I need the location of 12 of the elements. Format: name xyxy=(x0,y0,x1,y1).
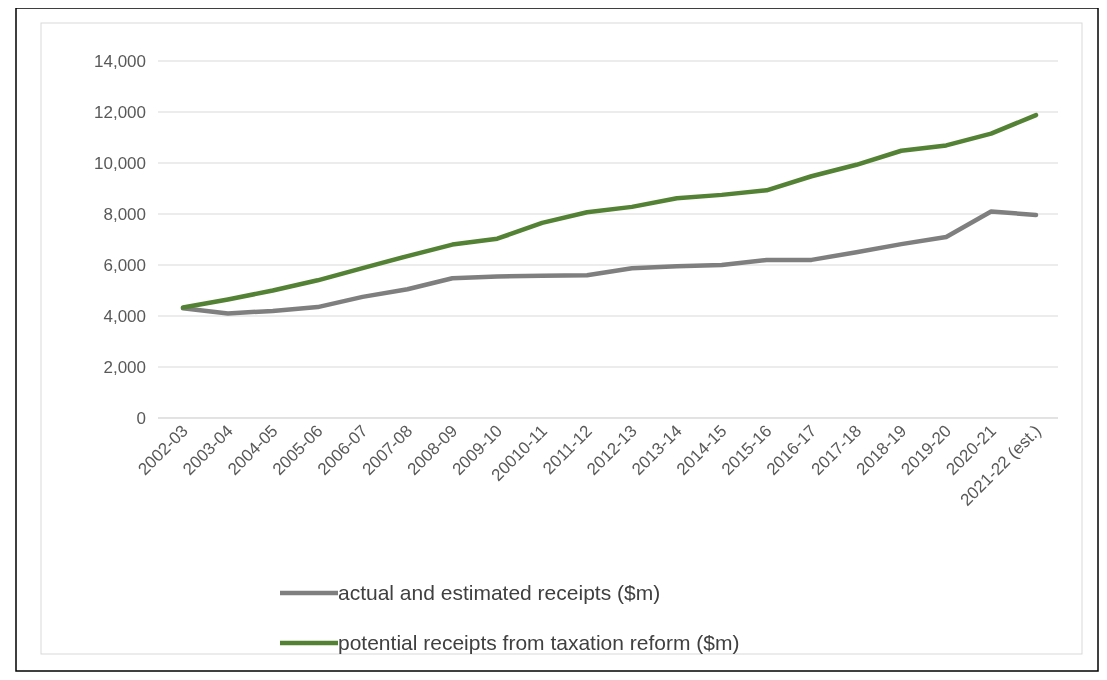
y-tick-label: 0 xyxy=(136,408,146,428)
legend-label: potential receipts from taxation reform ($m) xyxy=(338,631,740,655)
y-tick-label: 8,000 xyxy=(103,204,146,224)
y-tick-label: 6,000 xyxy=(103,255,146,275)
y-tick-label: 4,000 xyxy=(103,306,146,326)
y-tick-label: 14,000 xyxy=(94,51,146,71)
legend-label: actual and estimated receipts ($m) xyxy=(338,581,661,605)
y-tick-label: 12,000 xyxy=(94,102,146,122)
y-tick-label: 2,000 xyxy=(103,357,146,377)
y-tick-label: 10,000 xyxy=(94,153,146,173)
line-series xyxy=(180,209,1039,316)
line-series xyxy=(180,112,1039,310)
